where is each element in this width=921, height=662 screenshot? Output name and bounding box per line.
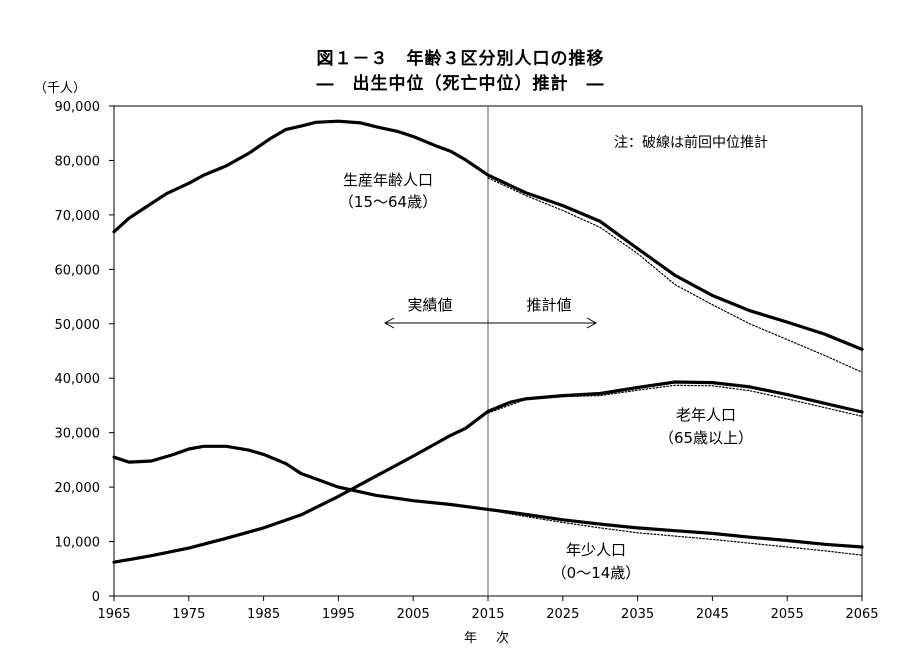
actual-period-arrowhead: [383, 317, 395, 329]
x-tick-label: 2015: [471, 607, 504, 622]
series-line-5: [487, 509, 863, 556]
projected-period-arrowhead: [586, 317, 598, 329]
x-axis-label: 年 次: [464, 630, 512, 646]
elderly-sublabel: （65歳以上）: [659, 429, 753, 447]
actual-period-label: 実績値: [407, 296, 452, 314]
series-line-4: [112, 444, 864, 549]
x-tick-label: 1995: [322, 607, 355, 622]
y-tick-label: 70,000: [55, 209, 101, 224]
y-tick-label: 30,000: [55, 427, 101, 442]
x-tick-label: 1965: [97, 607, 130, 622]
y-tick-label: 0: [92, 590, 100, 605]
x-tick-label: 2055: [771, 607, 804, 622]
chart-subtitle: ― 出生中位（死亡中位）推計 ―: [316, 74, 605, 94]
y-axis-unit-label: （千人）: [34, 81, 86, 96]
y-tick-label: 40,000: [55, 372, 101, 387]
x-tick-label: 1985: [247, 607, 280, 622]
y-tick-label: 50,000: [55, 318, 101, 333]
projected-period-label: 推計値: [526, 296, 571, 314]
y-tick-label: 80,000: [55, 154, 101, 169]
x-tick-label: 2045: [696, 607, 729, 622]
child-sublabel: （0～14歳）: [552, 564, 641, 582]
y-tick-label: 60,000: [55, 263, 101, 278]
series-line-0: [112, 119, 864, 351]
x-tick-label: 2005: [397, 607, 430, 622]
x-tick-label: 1975: [172, 607, 205, 622]
x-tick-label: 2065: [845, 607, 878, 622]
working-age-label: 生産年齢人口: [343, 171, 433, 189]
working-age-sublabel: （15～64歳）: [339, 193, 437, 211]
elderly-label: 老年人口: [676, 406, 736, 424]
child-label: 年少人口: [566, 541, 626, 559]
note-text: 注：破線は前回中位推計: [614, 134, 768, 151]
chart-title: 図１－３ 年齢３区分別人口の推移: [316, 49, 605, 69]
series-line-1: [487, 177, 863, 373]
x-tick-label: 2025: [546, 607, 579, 622]
series-line-3: [487, 384, 863, 417]
y-tick-label: 10,000: [55, 536, 101, 551]
y-tick-label: 90,000: [55, 100, 101, 115]
x-tick-label: 2035: [621, 607, 654, 622]
y-tick-label: 20,000: [55, 481, 101, 496]
series-line-2: [112, 380, 864, 564]
